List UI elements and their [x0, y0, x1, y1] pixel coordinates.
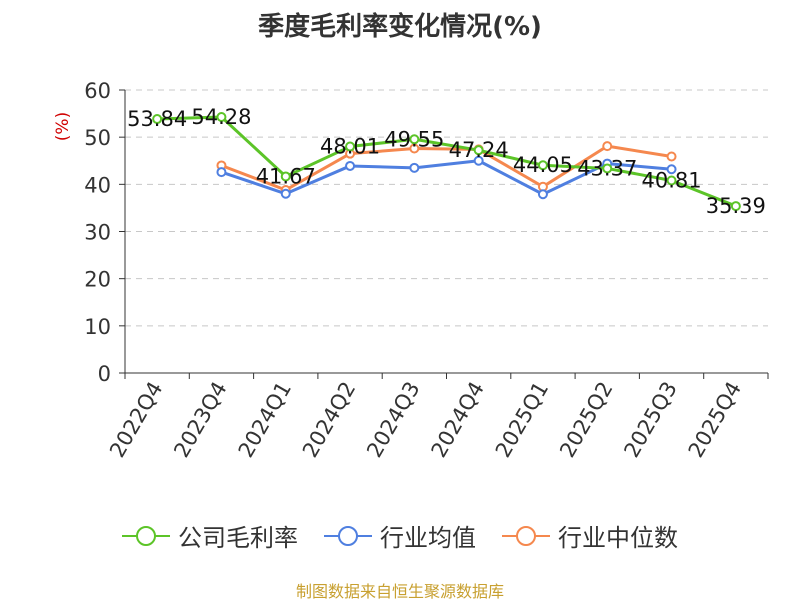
data-point — [730, 201, 741, 212]
data-point — [602, 141, 613, 152]
data-point — [152, 114, 163, 125]
x-tick-label: 2024Q4 — [427, 378, 489, 462]
data-label: 35.39 — [706, 194, 766, 218]
y-tick-label: 20 — [84, 268, 111, 292]
data-point — [345, 141, 356, 152]
data-point — [666, 151, 677, 162]
data-point — [537, 160, 548, 171]
legend-item: 行业均值 — [324, 518, 476, 553]
data-point — [473, 145, 484, 156]
data-point — [666, 164, 677, 175]
y-tick-label: 50 — [84, 126, 111, 150]
data-point — [216, 111, 227, 122]
x-tick-label: 2024Q3 — [362, 378, 424, 462]
legend-item: 行业中位数 — [502, 518, 678, 553]
y-tick-label: 0 — [98, 362, 111, 386]
data-label: 53.84 — [127, 107, 187, 131]
x-tick-label: 2024Q2 — [298, 378, 360, 462]
data-label: 44.05 — [513, 153, 573, 177]
data-point — [473, 155, 484, 166]
y-tick-label: 30 — [84, 221, 111, 245]
data-point — [280, 171, 291, 182]
series-line — [157, 115, 737, 208]
y-tick-label: 60 — [84, 79, 111, 103]
data-point — [666, 175, 677, 186]
data-point — [280, 188, 291, 199]
x-tick-label: 2025Q1 — [491, 378, 553, 462]
series-line — [220, 144, 672, 192]
legend-swatch — [502, 525, 550, 546]
data-point — [409, 162, 420, 173]
legend-item: 公司毛利率 — [122, 518, 298, 553]
data-label: 40.81 — [641, 169, 701, 193]
data-point — [216, 167, 227, 178]
x-tick-label: 2022Q4 — [105, 378, 167, 462]
data-point — [409, 143, 420, 154]
data-label: 48.01 — [320, 135, 380, 159]
y-tick-label: 10 — [84, 315, 111, 339]
data-point — [345, 160, 356, 171]
grid-lines — [125, 89, 768, 327]
x-tick-label: 2024Q1 — [234, 378, 296, 462]
data-label: 43.37 — [577, 156, 637, 180]
legend-label: 公司毛利率 — [178, 524, 298, 552]
data-point — [537, 189, 548, 200]
x-tick-label: 2025Q2 — [555, 378, 617, 462]
legend-swatch — [324, 525, 372, 546]
x-tick-label: 2023Q4 — [169, 378, 231, 462]
data-label: 49.55 — [384, 127, 444, 151]
legend-label: 行业均值 — [380, 524, 476, 552]
legend: 公司毛利率 行业均值 行业中位数 — [0, 518, 800, 553]
source-note: 制图数据来自恒生聚源数据库 — [295, 582, 504, 601]
data-label: 47.24 — [449, 138, 509, 162]
chart-title: 季度毛利率变化情况(%) — [258, 12, 542, 42]
y-tick-label: 40 — [84, 173, 111, 197]
data-label: 54.28 — [191, 105, 251, 129]
x-tick-label: 2025Q4 — [684, 378, 746, 462]
legend-label: 行业中位数 — [558, 524, 678, 552]
data-label: 41.67 — [256, 164, 316, 188]
data-point — [409, 134, 420, 145]
y-axis-label: (%) — [53, 112, 73, 141]
line-chart: 0 10 20 30 40 50 60 (%) 2022Q4 2023Q4 2024Q1 2024Q2… — [53, 79, 769, 462]
x-tick-label: 2025Q3 — [619, 378, 681, 462]
data-point — [602, 163, 613, 174]
legend-swatch — [122, 525, 170, 546]
series-lines — [152, 111, 741, 212]
